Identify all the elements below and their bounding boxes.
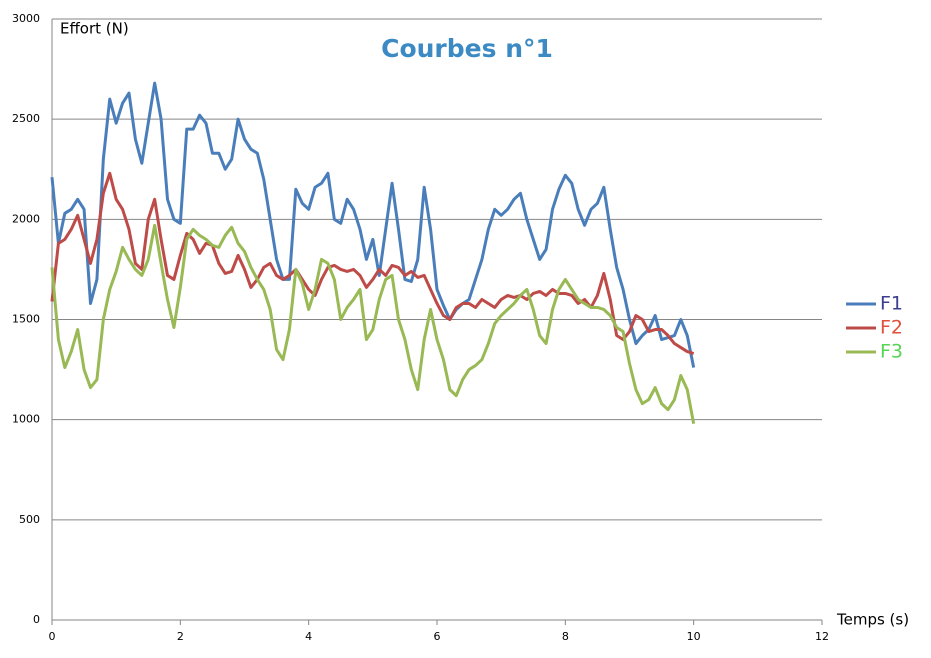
x-axis-label: Temps (s) <box>836 611 909 629</box>
x-tick-label: 4 <box>305 630 312 643</box>
y-tick-label: 500 <box>19 513 40 526</box>
chart-title: Courbes n°1 <box>381 34 553 63</box>
legend-label: F1 <box>880 293 903 315</box>
series-line <box>50 171 695 355</box>
y-tick-label: 3000 <box>12 12 40 25</box>
series-line <box>50 223 696 424</box>
y-tick-label: 1000 <box>12 413 40 426</box>
x-tick-label: 0 <box>49 630 56 643</box>
y-tick-label: 2500 <box>12 112 40 125</box>
y-axis-label: Effort (N) <box>60 20 129 38</box>
legend-label: F2 <box>880 317 903 339</box>
x-tick-label: 8 <box>562 630 569 643</box>
x-tick-label: 6 <box>434 630 441 643</box>
series-line <box>50 81 696 368</box>
x-tick-label: 10 <box>687 630 701 643</box>
y-tick-label: 0 <box>33 613 40 626</box>
x-tick-label: 2 <box>177 630 184 643</box>
legend-label: F3 <box>880 341 903 363</box>
x-tick-label: 12 <box>815 630 829 643</box>
y-tick-label: 2000 <box>12 212 40 225</box>
y-tick-label: 1500 <box>12 313 40 326</box>
